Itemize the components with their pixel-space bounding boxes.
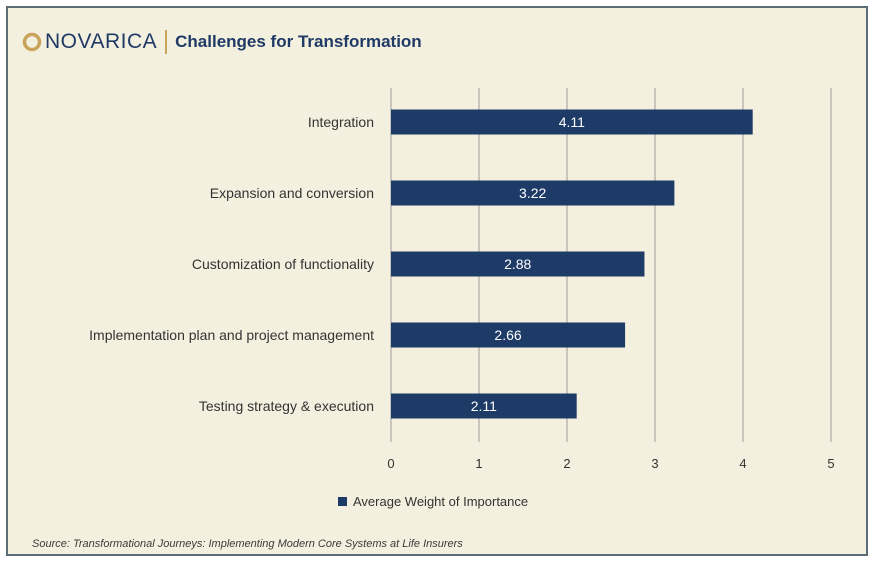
chart-legend: Average Weight of Importance [338,494,528,509]
x-tick-label: 5 [827,456,834,471]
category-label: Expansion and conversion [210,185,374,201]
bar [391,322,626,348]
x-tick-label: 0 [387,456,394,471]
data-label: 2.66 [494,327,521,343]
data-label: 3.22 [519,185,546,201]
legend-label: Average Weight of Importance [353,494,529,509]
category-label: Implementation plan and project manageme… [89,327,374,343]
x-tick-label: 2 [563,456,570,471]
logo-ring-icon [22,32,42,52]
category-label: Integration [308,114,374,130]
bar [391,393,577,419]
data-label: 4.11 [559,114,585,130]
source-note: Source: Transformational Journeys: Imple… [32,538,463,550]
bar [391,180,675,206]
chart-header: NOVARICA Challenges for Transformation [22,26,422,58]
data-label: 2.88 [504,256,531,272]
chart-title: Challenges for Transformation [175,32,422,51]
category-label: Testing strategy & execution [199,398,374,414]
chart-frame: NOVARICA Challenges for Transformation [6,6,868,556]
x-tick-label: 3 [651,456,658,471]
x-tick-label: 1 [475,456,482,471]
legend-swatch [338,497,347,506]
brand-name: NOVARICA [45,30,158,53]
bar [391,109,753,135]
data-label: 2.11 [471,398,497,414]
bar [391,251,645,277]
novarica-logo: NOVARICA [22,30,157,54]
header-divider [165,30,168,54]
x-tick-label: 4 [739,456,746,471]
category-label: Customization of functionality [192,256,374,272]
